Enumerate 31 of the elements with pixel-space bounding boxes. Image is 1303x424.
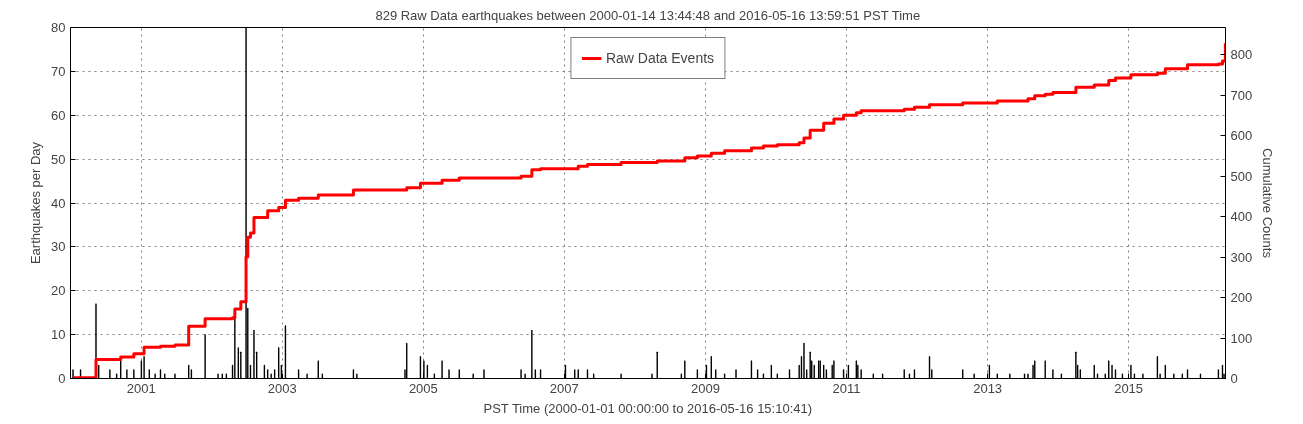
x-tick-label: 2013	[973, 380, 1003, 396]
chart-title: 829 Raw Data earthquakes between 2000-01-14 13:44:48 and 2016-05-16 13:59:51 PST Time	[375, 7, 921, 23]
y2-tick-label: 0	[1230, 371, 1238, 386]
y-tick-label: 20	[51, 283, 66, 299]
y-tick-label: 50	[51, 151, 66, 167]
y2-tick-label: 700	[1230, 87, 1253, 103]
y2-tick-label: 800	[1230, 47, 1253, 63]
y-tick-label: 10	[51, 327, 66, 343]
x-tick-label: 2001	[126, 380, 156, 396]
y-axis-title: Earthquakes per Day	[28, 141, 44, 265]
x-tick-label: 2011	[832, 380, 861, 396]
y2-tick-label: 600	[1230, 128, 1253, 144]
legend-label: Raw Data Events	[605, 50, 715, 66]
y2-axis-title: Cumulative Counts	[1260, 148, 1276, 259]
x-axis-title: PST Time (2000-01-01 00:00:00 to 2016-05-16 15:10:41)	[483, 400, 813, 416]
y2-tick-label: 400	[1230, 209, 1253, 225]
y-tick-label: 80	[51, 20, 66, 35]
y-tick-label: 40	[51, 195, 66, 211]
y-tick-label: 70	[51, 63, 66, 79]
y2-tick-label: 100	[1230, 330, 1253, 346]
y2-tick-label: 200	[1230, 290, 1253, 306]
x-tick-label: 2005	[408, 380, 438, 396]
x-tick-label: 2009	[691, 380, 720, 396]
y-tick-label: 30	[51, 239, 66, 255]
y-tick-label: 60	[51, 107, 66, 123]
x-tick-label: 2003	[267, 380, 297, 396]
y2-tick-label: 500	[1230, 168, 1253, 184]
x-tick-label: 2015	[1114, 380, 1144, 396]
y2-tick-label: 300	[1230, 249, 1253, 265]
y-tick-label: 0	[58, 371, 66, 386]
x-tick-label: 2007	[549, 380, 579, 396]
